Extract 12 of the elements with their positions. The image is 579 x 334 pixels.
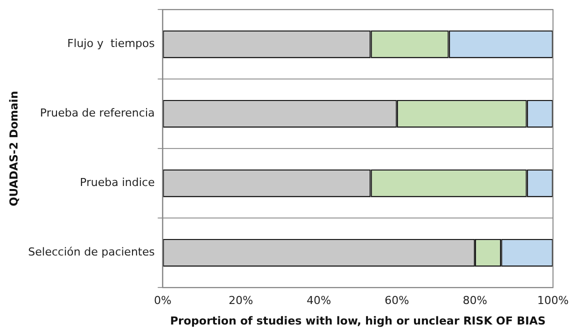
x-tick-label: 100%: [537, 294, 569, 308]
x-tick-label: 0%: [154, 294, 172, 308]
x-tick-label: 60%: [384, 294, 410, 308]
x-tick-label: 40%: [306, 294, 332, 308]
y-tick-label: Prueba indice: [80, 176, 155, 190]
y-tick-label: Prueba de referencia: [40, 106, 155, 120]
x-tick-label: 80%: [462, 294, 488, 308]
y-tick-label: Selección de pacientes: [28, 246, 156, 259]
y-tick-label: Flujo y tiempos: [67, 37, 156, 50]
x-tick-label: 20%: [228, 294, 254, 308]
y-axis-title: QUADAS-2 Domain: [7, 90, 20, 206]
x-axis-title: Proportion of studies with low, high or unclear RISK OF BIAS: [170, 314, 546, 328]
